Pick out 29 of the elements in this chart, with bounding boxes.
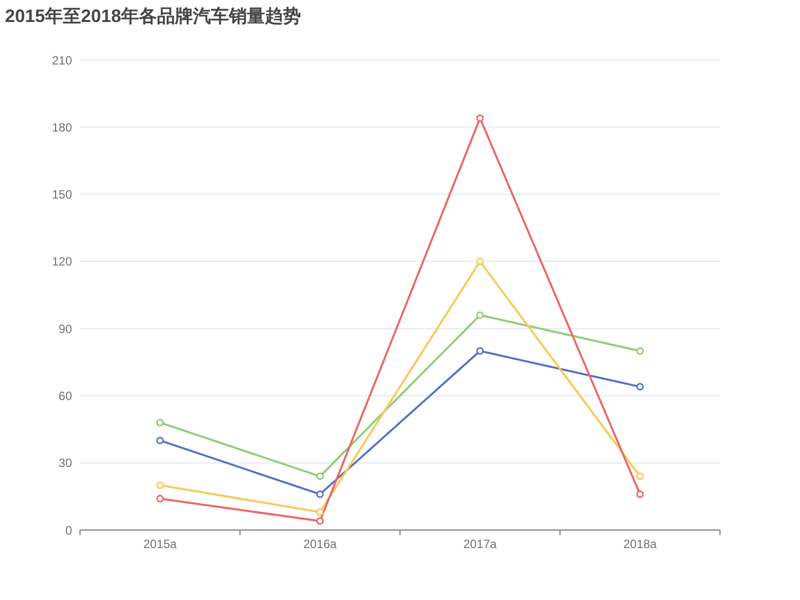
point xyxy=(316,490,324,498)
y-tick-label: 60 xyxy=(58,388,72,403)
y-tick-label: 150 xyxy=(52,188,72,202)
point xyxy=(316,508,324,516)
point xyxy=(476,311,484,319)
point xyxy=(636,472,644,480)
chart-title: 2015年至2018年各品牌汽车销量趋势 xyxy=(5,5,302,28)
point xyxy=(156,494,164,502)
point xyxy=(636,490,644,498)
y-tick-label: 180 xyxy=(52,120,72,134)
y-tick-label: 210 xyxy=(52,53,72,68)
point xyxy=(476,114,484,122)
x-tick-label: 2015a xyxy=(143,537,178,551)
point xyxy=(316,472,324,480)
y-tick-label: 30 xyxy=(58,456,72,470)
point xyxy=(636,347,644,355)
x-tick-label: 2018a xyxy=(623,537,658,551)
y-tick-label: 0 xyxy=(65,523,72,538)
point xyxy=(156,481,164,489)
point xyxy=(476,347,484,355)
y-tick-label: 90 xyxy=(58,322,72,336)
y-tick-label: 120 xyxy=(52,254,72,269)
point xyxy=(636,383,644,391)
x-tick-label: 2017a xyxy=(463,537,498,551)
point xyxy=(476,258,484,266)
x-tick-label: 2016a xyxy=(303,537,338,551)
point xyxy=(316,517,324,525)
point xyxy=(156,418,164,426)
point xyxy=(156,436,164,444)
